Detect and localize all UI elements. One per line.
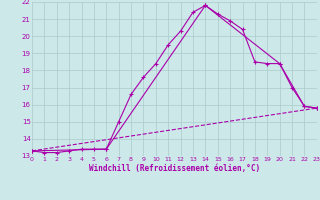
X-axis label: Windchill (Refroidissement éolien,°C): Windchill (Refroidissement éolien,°C) [89, 164, 260, 173]
